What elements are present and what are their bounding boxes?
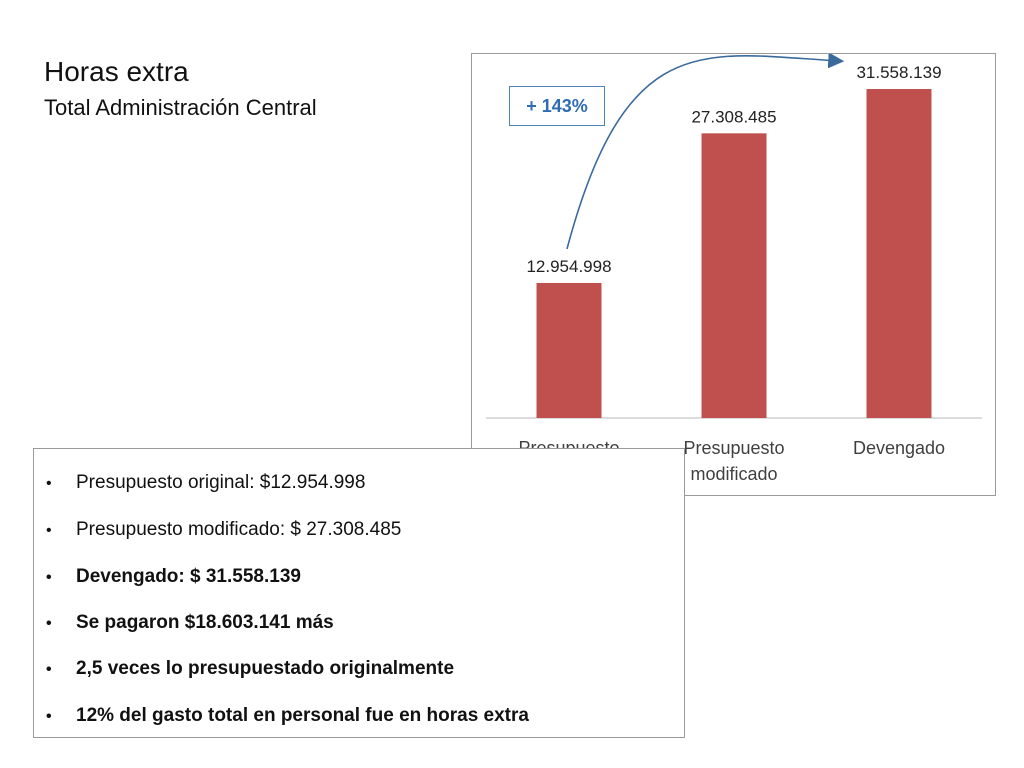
bar-value-label: 12.954.998 (526, 257, 611, 276)
bullet-dot-icon: • (46, 569, 52, 586)
bullet-text: Presupuesto original: $12.954.998 (76, 472, 366, 493)
slide-title: Horas extra (44, 56, 189, 87)
bar-value-label: 27.308.485 (691, 107, 776, 126)
summary-bullet: • Presupuesto modificado: $ 27.308.485 (46, 518, 401, 543)
bar-value-label: 31.558.139 (856, 63, 941, 82)
bullet-dot-icon: • (46, 475, 52, 492)
summary-bullet: • Devengado: $ 31.558.139 (46, 565, 301, 590)
bullet-dot-icon: • (46, 522, 52, 539)
bar (866, 89, 932, 418)
category-label: Presupuesto (683, 438, 784, 458)
increase-callout: + 143% (509, 86, 605, 126)
bullet-dot-icon: • (46, 615, 52, 632)
summary-panel: • Presupuesto original: $12.954.998 • Presu… (33, 448, 685, 738)
bullet-text: Se pagaron $18.603.141 más (76, 612, 334, 633)
bullet-dot-icon: • (46, 708, 52, 725)
slide-subtitle: Total Administración Central (44, 95, 317, 120)
bar-chart: 12.954.998Presupuestoaprobado27.308.485P… (486, 54, 982, 484)
category-label: Devengado (853, 438, 945, 458)
bullet-dot-icon: • (46, 661, 52, 678)
bar (701, 133, 767, 418)
summary-bullet: • Presupuesto original: $12.954.998 (46, 471, 365, 496)
bullet-text: Presupuesto modificado: $ 27.308.485 (76, 519, 402, 540)
chart-panel: 12.954.998Presupuestoaprobado27.308.485P… (471, 53, 996, 496)
bar (536, 282, 602, 418)
category-label: modificado (690, 464, 777, 484)
bullet-text: 2,5 veces lo presupuestado originalmente (76, 658, 455, 679)
increase-arrow (566, 54, 845, 250)
summary-bullet: • 12% del gasto total en personal fue en … (46, 704, 529, 729)
summary-bullet: • Se pagaron $18.603.141 más (46, 611, 334, 636)
bullet-text: 12% del gasto total en personal fue en h… (76, 705, 529, 726)
summary-bullet: • 2,5 veces lo presupuestado originalment… (46, 657, 454, 682)
bullet-text: Devengado: $ 31.558.139 (76, 566, 301, 587)
